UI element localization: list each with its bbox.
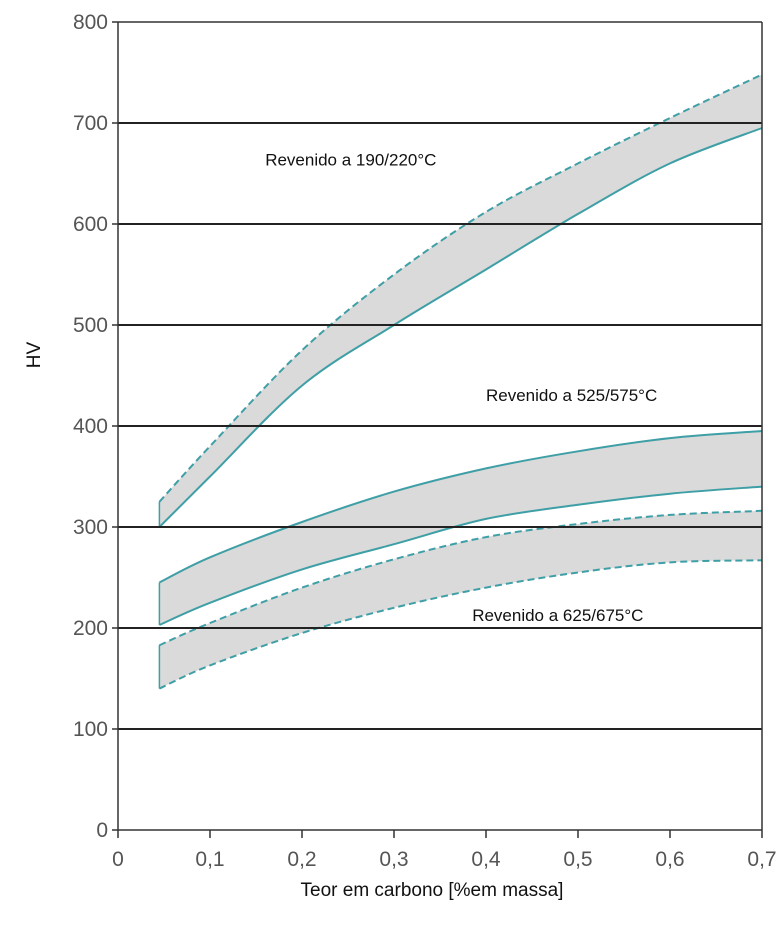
y-axis-title: HV: [24, 341, 45, 368]
tick-labels-layer: 0 100 200 300 400 500 600 700 800 0 0,1 0,2 0,3 0,4 0,…: [73, 11, 777, 871]
band-fill-3: [159, 510, 762, 689]
x-tick-label-1: 0,1: [195, 848, 224, 871]
bands-layer: [158, 73, 763, 690]
x-tick-label-3: 0,3: [379, 848, 408, 871]
x-axis-title: Teor em carbono [%em massa]: [301, 880, 564, 901]
band-upper-line-3: [158, 509, 763, 647]
band-label-2: Revenido a 525/575°C: [486, 386, 657, 405]
y-tick-label-600: 600: [73, 213, 108, 236]
y-tick-label-200: 200: [73, 617, 108, 640]
band-lower-line-1: [158, 127, 763, 528]
y-tick-label-500: 500: [73, 314, 108, 337]
x-tick-label-0: 0: [112, 848, 124, 871]
band-fill-2: [159, 431, 762, 625]
band-lower-line-3: [158, 559, 763, 690]
band-label-1: Revenido a 190/220°C: [265, 150, 436, 169]
y-tick-label-100: 100: [73, 718, 108, 741]
x-tick-label-6: 0,6: [655, 848, 684, 871]
y-tick-label-800: 800: [73, 11, 108, 34]
grid-layer: [118, 122, 762, 730]
y-tick-label-400: 400: [73, 415, 108, 438]
x-tick-label-7: 0,7: [747, 848, 776, 871]
y-tick-label-300: 300: [73, 516, 108, 539]
x-tick-label-4: 0,4: [471, 848, 501, 871]
x-tick-label-2: 0,2: [287, 848, 316, 871]
x-tick-label-5: 0,5: [563, 848, 592, 871]
band-upper-line-1: [158, 73, 763, 503]
y-tick-label-700: 700: [73, 112, 108, 135]
band-label-3: Revenido a 625/675°C: [472, 606, 643, 625]
band-fill-1: [159, 74, 762, 527]
annotation-layer: Revenido a 190/220°C Revenido a 525/575°C…: [265, 150, 657, 625]
band-upper-line-2: [158, 430, 763, 584]
band-lower-line-2: [158, 485, 763, 626]
y-tick-label-0: 0: [96, 819, 108, 842]
